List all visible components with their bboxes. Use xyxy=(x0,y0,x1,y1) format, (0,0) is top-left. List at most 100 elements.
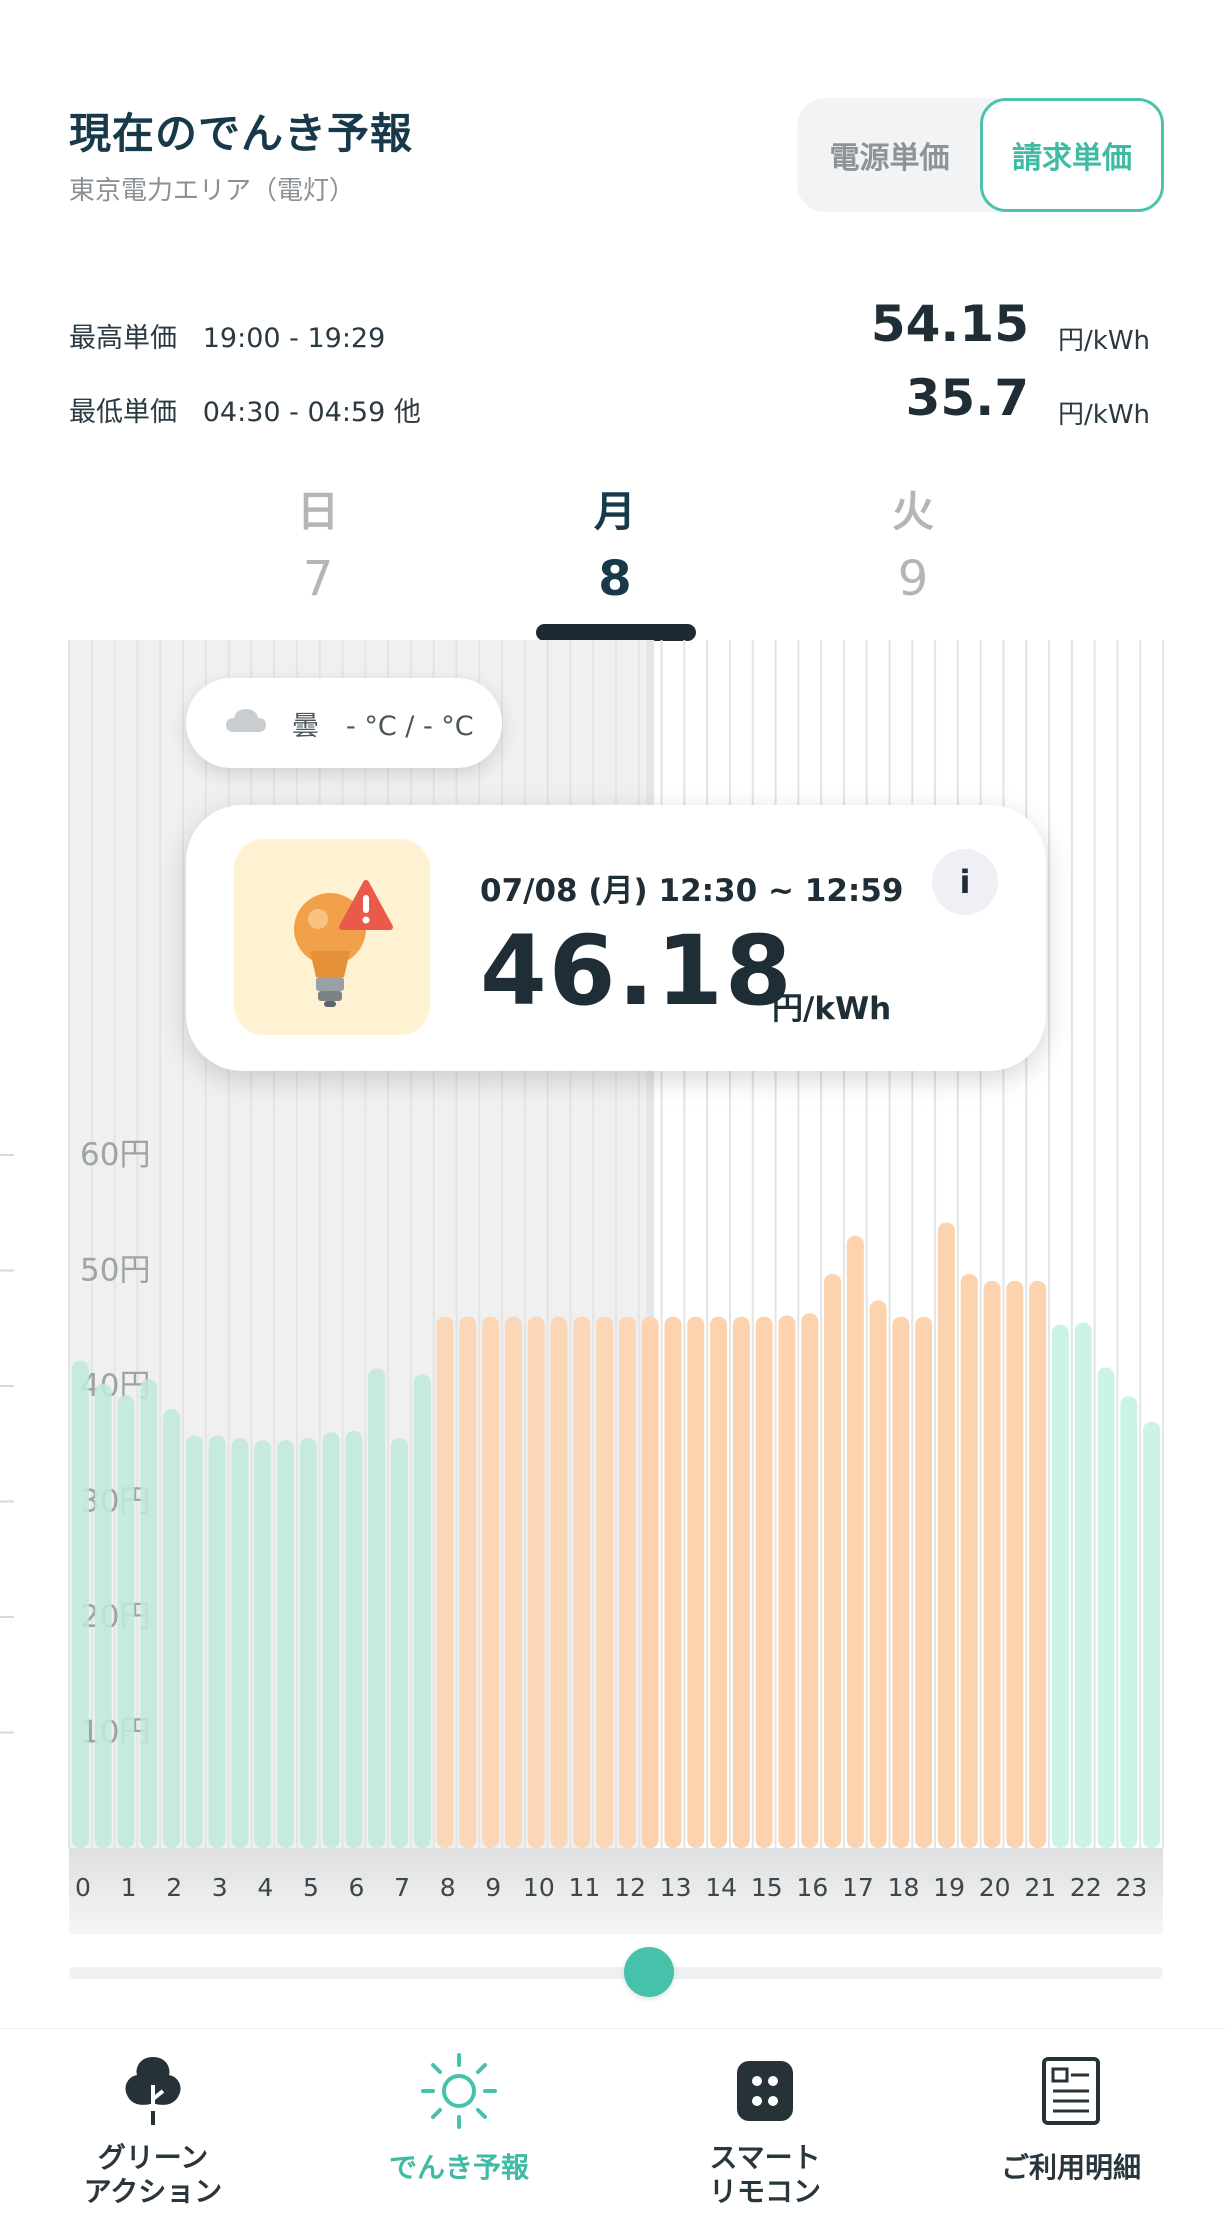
x-tick-label: 5 xyxy=(303,1873,319,1902)
weather-pill: 曇 - °C / - °C xyxy=(186,678,502,768)
nav-denki-yoho[interactable]: でんき予報 xyxy=(306,2029,612,2229)
selected-price: 46.18 xyxy=(480,915,794,1027)
x-tick-label: 6 xyxy=(349,1873,365,1902)
nav-smart-remote[interactable]: スマート リモコン xyxy=(612,2029,918,2229)
chart-bar xyxy=(1120,1396,1138,1848)
area-label: 東京電力エリア（電灯） xyxy=(69,176,356,206)
day-tab-num: 7 xyxy=(302,551,334,607)
nav-label: でんき予報 xyxy=(388,2151,529,2184)
selected-price-unit: 円/kWh xyxy=(772,991,892,1027)
chart-bar xyxy=(322,1432,340,1848)
nav-label: グリーン アクション xyxy=(83,2141,223,2208)
nav-green-action[interactable]: グリーン アクション xyxy=(0,2029,306,2229)
y-tick-label: 40円 xyxy=(80,1368,150,1404)
nav-usage-statement[interactable]: ご利用明細 xyxy=(918,2029,1224,2229)
chart-bar xyxy=(117,1395,135,1848)
chart-bar xyxy=(345,1431,363,1848)
chart-bar xyxy=(641,1316,659,1848)
info-button[interactable]: i xyxy=(932,849,998,915)
chart-bar xyxy=(527,1316,545,1848)
selected-time: 07/08 (月) 12:30 ~ 12:59 xyxy=(480,873,904,909)
x-tick-label: 15 xyxy=(751,1873,783,1902)
chart-bar xyxy=(801,1313,819,1848)
cloud-icon xyxy=(224,706,268,741)
min-price-row: 最低単価 04:30 - 04:59 他 xyxy=(69,390,421,429)
day-tab-sun[interactable]: 日 7 xyxy=(258,478,378,607)
x-axis-band xyxy=(69,1848,1163,1934)
x-tick-label: 14 xyxy=(705,1873,737,1902)
y-tick-label: 30円 xyxy=(80,1484,150,1520)
chart-bar xyxy=(983,1280,1001,1848)
max-price-row: 最高単価 19:00 - 19:29 xyxy=(69,316,385,355)
day-tab-dow: 火 xyxy=(891,487,934,536)
chart-bar xyxy=(869,1300,887,1848)
x-tick-label: 1 xyxy=(121,1873,137,1902)
day-tab-num: 8 xyxy=(598,551,632,607)
x-tick-label: 16 xyxy=(796,1873,828,1902)
price-type-toggle: 電源単価 請求単価 xyxy=(797,98,1164,212)
y-tick-label: 50円 xyxy=(80,1253,150,1289)
chart-bar xyxy=(436,1316,454,1848)
x-tick-label: 23 xyxy=(1116,1873,1148,1902)
nav-label: ご利用明細 xyxy=(1000,2151,1141,2184)
day-tab-tue[interactable]: 火 9 xyxy=(853,478,973,607)
x-tick-label: 18 xyxy=(888,1873,920,1902)
time-slider-thumb[interactable] xyxy=(623,1947,674,1997)
chart-bar xyxy=(550,1316,568,1848)
chart-bar xyxy=(710,1316,728,1848)
y-tick-label: 60円 xyxy=(80,1137,150,1173)
chart-bar xyxy=(185,1435,203,1848)
chart-bar xyxy=(277,1440,295,1848)
day-tab-num: 9 xyxy=(897,551,929,607)
chart-bar xyxy=(1143,1421,1161,1848)
chart-bar xyxy=(1006,1280,1024,1848)
chart-bar xyxy=(163,1409,181,1848)
chart-bar xyxy=(755,1316,773,1848)
x-tick-label: 3 xyxy=(212,1873,228,1902)
chart-bar xyxy=(482,1316,500,1848)
nav-label: スマート リモコン xyxy=(708,2141,821,2208)
min-price-time: 04:30 - 04:59 他 xyxy=(202,397,421,428)
chart-bar xyxy=(1097,1367,1115,1848)
bottom-nav: グリーン アクション でんき予報 スマート リモコン xyxy=(0,2028,1225,2229)
day-tab-dow: 日 xyxy=(296,487,339,536)
chart-bar xyxy=(618,1316,636,1848)
max-price-label: 最高単価 xyxy=(69,323,177,354)
x-tick-label: 13 xyxy=(660,1873,692,1902)
chart-bar xyxy=(960,1273,978,1848)
chart-bar xyxy=(824,1273,842,1848)
chart-bar xyxy=(1029,1280,1047,1848)
x-tick-label: 19 xyxy=(933,1873,965,1902)
chart-bar xyxy=(915,1316,933,1848)
chart-bar xyxy=(1051,1324,1069,1848)
min-price-label: 最低単価 xyxy=(69,397,177,428)
price-card: 07/08 (月) 12:30 ~ 12:59 46.18 円/kWh i xyxy=(186,805,1046,1071)
source-price-tab[interactable]: 電源単価 xyxy=(829,141,950,176)
tree-icon xyxy=(113,2051,193,2131)
chart-bar xyxy=(368,1368,386,1848)
chart-bar xyxy=(71,1360,89,1848)
x-tick-label: 8 xyxy=(440,1873,456,1902)
weather-text: 曇 - °C / - °C xyxy=(292,710,474,742)
x-tick-label: 4 xyxy=(257,1873,273,1902)
time-slider-track[interactable] xyxy=(69,1967,1163,1979)
chart-bar xyxy=(299,1437,317,1848)
chart-bar xyxy=(254,1440,272,1848)
chart-bar xyxy=(937,1222,955,1848)
day-tab-indicator xyxy=(536,624,696,641)
chart-bar xyxy=(664,1316,682,1848)
day-tab-mon[interactable]: 月 8 xyxy=(555,478,675,607)
y-tick-label: 20円 xyxy=(80,1599,150,1635)
chart-bar xyxy=(846,1235,864,1848)
max-price-value: 54.15 xyxy=(870,295,1029,353)
page-title: 現在のでんき予報 xyxy=(69,109,414,158)
x-tick-label: 0 xyxy=(75,1873,91,1902)
max-price-time: 19:00 - 19:29 xyxy=(202,323,386,354)
day-tab-dow: 月 xyxy=(593,487,636,536)
x-tick-label: 7 xyxy=(394,1873,410,1902)
chart-bar xyxy=(573,1316,591,1848)
x-tick-label: 17 xyxy=(842,1873,874,1902)
chart-bar xyxy=(413,1374,431,1848)
billing-price-tab[interactable]: 請求単価 xyxy=(980,98,1164,212)
y-tick-label: 10円 xyxy=(80,1715,150,1751)
